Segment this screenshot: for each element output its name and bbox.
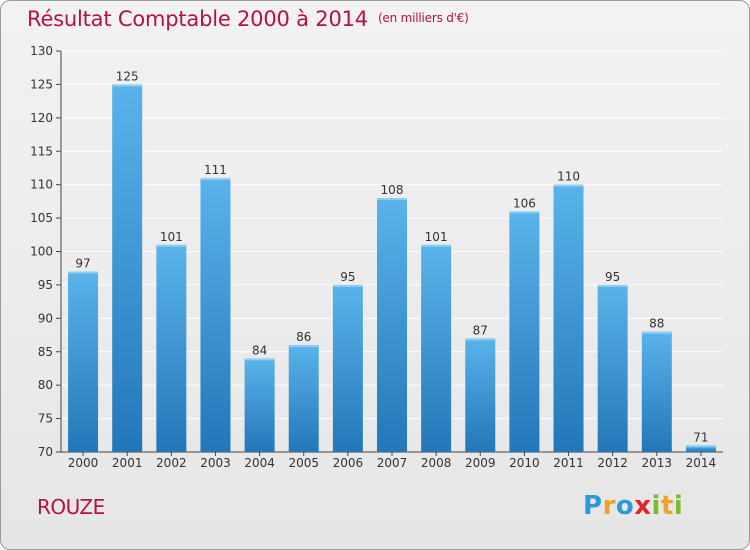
logo-letter: i: [673, 491, 684, 521]
y-tick-label: 80: [38, 378, 53, 392]
x-tick-label: 2012: [597, 456, 628, 470]
logo-letter: r: [602, 491, 616, 521]
value-label: 84: [252, 343, 267, 357]
value-label: 95: [340, 270, 355, 284]
bar-2013: [641, 331, 672, 452]
value-label: 95: [605, 270, 620, 284]
x-tick-label: 2011: [553, 456, 584, 470]
value-label: 111: [204, 163, 227, 177]
bar-2007: [377, 198, 407, 452]
bar-cap: [156, 244, 187, 247]
bar-cap: [597, 284, 628, 287]
x-tick-label: 2008: [421, 456, 452, 470]
bar-cap: [244, 358, 275, 361]
y-tick-label: 100: [30, 245, 53, 259]
value-label: 71: [693, 430, 708, 444]
value-label: 101: [160, 230, 183, 244]
bar-cap: [641, 331, 672, 334]
bar-cap: [685, 445, 716, 448]
x-tick-label: 2009: [465, 456, 496, 470]
bar-2003: [200, 177, 231, 452]
logo-letter: x: [634, 491, 652, 521]
bars: [68, 84, 716, 453]
x-tick-label: 2002: [156, 456, 187, 470]
value-label: 86: [296, 330, 311, 344]
logo-letter: o: [615, 491, 635, 521]
bar-2001: [112, 84, 143, 453]
bar-cap: [288, 345, 319, 348]
value-label: 101: [425, 230, 448, 244]
bar-cap: [553, 184, 584, 187]
place-name: ROUZE: [37, 495, 105, 519]
bar-2008: [421, 244, 452, 452]
bar-2012: [597, 284, 628, 452]
x-tick-label: 2010: [509, 456, 540, 470]
x-tick-label: 2014: [686, 456, 717, 470]
y-tick-label: 75: [38, 412, 53, 426]
bar-cap: [68, 271, 99, 274]
y-tick-label: 110: [30, 178, 53, 192]
value-label: 106: [513, 196, 536, 210]
x-tick-label: 2001: [112, 456, 143, 470]
bar-cap: [200, 177, 231, 180]
bar-2002: [156, 244, 187, 452]
x-tick-label: 2005: [288, 456, 319, 470]
logo-letter: t: [660, 491, 674, 521]
y-tick-label: 120: [30, 111, 53, 125]
value-label: 87: [473, 323, 488, 337]
value-label: 97: [75, 257, 90, 271]
value-label: 88: [649, 317, 664, 331]
logo-letter: i: [651, 491, 661, 521]
x-tick-label: 2007: [377, 456, 408, 470]
bar-2010: [509, 211, 540, 452]
x-tick-label: 2004: [244, 456, 275, 470]
labels: 70 75 80 85 90 95 100 105 110 115 120 125 130 97 2000 1…: [30, 44, 716, 470]
y-tick-label: 95: [38, 278, 53, 292]
bar-cap: [465, 338, 496, 341]
bar-cap: [421, 244, 452, 247]
bar-2009: [465, 338, 496, 452]
bar-cap: [112, 84, 143, 87]
bar-cap: [509, 211, 540, 214]
y-tick-label: 70: [38, 445, 53, 459]
y-tick-label: 90: [38, 311, 53, 325]
y-tick-label: 125: [30, 77, 53, 91]
x-tick-label: 2000: [68, 456, 99, 470]
bar-2011: [553, 184, 584, 452]
y-tick-label: 130: [30, 44, 53, 58]
y-tick-label: 115: [30, 144, 53, 158]
chart-title: Résultat Comptable 2000 à 2014 (en millie…: [27, 7, 469, 31]
value-label: 108: [381, 183, 404, 197]
bar-2006: [332, 284, 363, 452]
bar-2004: [244, 358, 275, 452]
bar-2005: [288, 345, 319, 452]
bar-2000: [68, 271, 99, 452]
value-label: 125: [116, 69, 139, 83]
title-unit: (en milliers d'€): [377, 11, 469, 25]
bar-2014: [685, 445, 716, 452]
y-tick-label: 85: [38, 345, 53, 359]
x-tick-label: 2006: [333, 456, 364, 470]
bar-cap: [332, 284, 363, 287]
bar-cap: [377, 198, 407, 201]
x-tick-label: 2013: [642, 456, 673, 470]
proxiti-logo[interactable]: Proxiti: [583, 491, 683, 521]
logo-letter: P: [583, 491, 603, 521]
value-label: 110: [557, 170, 580, 184]
x-tick-label: 2003: [200, 456, 231, 470]
y-tick-label: 105: [30, 211, 53, 225]
title-text: Résultat Comptable 2000 à 2014: [27, 7, 368, 31]
